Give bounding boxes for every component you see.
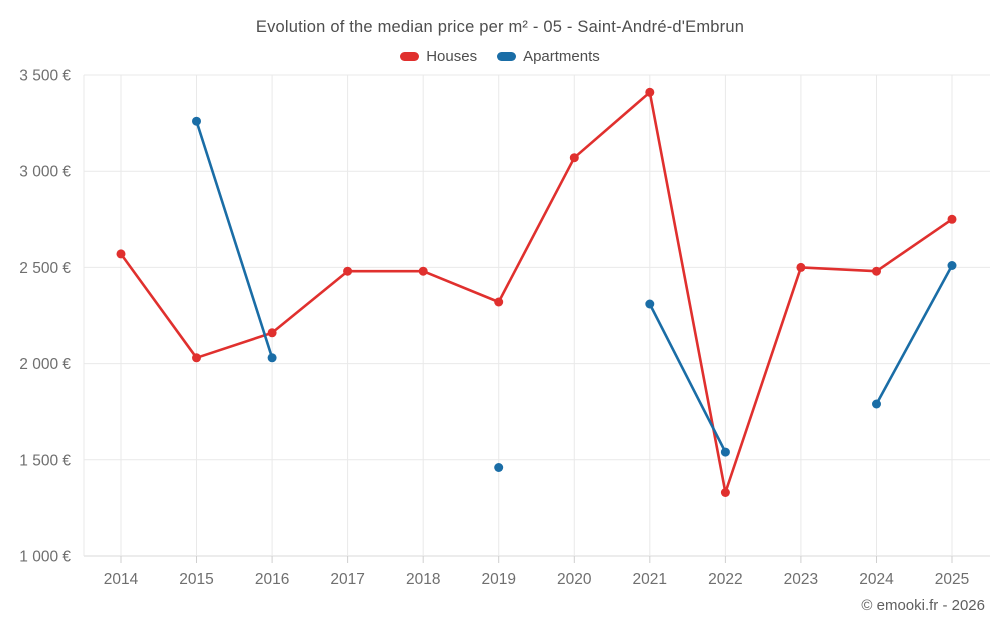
x-axis-label: 2025 bbox=[935, 571, 969, 588]
point-houses-2017[interactable] bbox=[343, 266, 353, 276]
x-axis-label: 2016 bbox=[255, 571, 289, 588]
x-axis-label: 2021 bbox=[633, 571, 667, 588]
y-axis-label: 2 500 € bbox=[19, 260, 71, 277]
y-axis-label: 3 500 € bbox=[19, 68, 71, 85]
series-line-houses[interactable] bbox=[119, 91, 954, 494]
point-apartments-2025[interactable] bbox=[947, 261, 957, 270]
x-axis-label: 2023 bbox=[784, 571, 818, 588]
point-houses-2014[interactable] bbox=[116, 249, 126, 259]
x-axis-label: 2015 bbox=[179, 571, 213, 588]
point-houses-2018[interactable] bbox=[418, 266, 428, 276]
legend-swatch-apartments bbox=[497, 52, 517, 61]
point-houses-2016[interactable] bbox=[267, 328, 277, 338]
legend-item-label: Houses bbox=[426, 48, 478, 65]
x-axis-label: 2017 bbox=[330, 571, 364, 588]
point-houses-2024[interactable] bbox=[872, 266, 881, 276]
point-houses-2019[interactable] bbox=[494, 297, 504, 307]
x-axis-label: 2014 bbox=[104, 571, 139, 588]
x-axis-label: 2020 bbox=[557, 571, 592, 588]
point-houses-2025[interactable] bbox=[947, 214, 957, 224]
point-houses-2020[interactable] bbox=[569, 153, 579, 163]
x-axis-label: 2019 bbox=[481, 571, 515, 588]
y-axis-label: 1 500 € bbox=[19, 452, 71, 469]
x-axis-label: 2022 bbox=[708, 571, 742, 588]
point-houses-2023[interactable] bbox=[796, 262, 806, 272]
y-axis-label: 1 000 € bbox=[19, 549, 71, 566]
chart-title: Evolution of the median price per m² - 0… bbox=[255, 18, 745, 36]
legend-item-apartments[interactable]: Apartments bbox=[497, 48, 600, 65]
series-line-apartments[interactable] bbox=[195, 119, 954, 454]
legend-item-houses[interactable]: Houses bbox=[400, 48, 477, 65]
point-apartments-2021[interactable] bbox=[645, 299, 655, 309]
point-houses-2015[interactable] bbox=[192, 353, 201, 363]
legend-item-label: Apartments bbox=[523, 48, 600, 65]
x-axis-label: 2018 bbox=[406, 571, 440, 588]
point-houses-2022[interactable] bbox=[720, 488, 730, 497]
point-apartments-2019[interactable] bbox=[494, 463, 504, 472]
credit-text: © emooki.fr - 2026 bbox=[861, 597, 985, 614]
point-houses-2021[interactable] bbox=[645, 87, 655, 97]
point-apartments-2022[interactable] bbox=[720, 447, 730, 457]
point-apartments-2024[interactable] bbox=[872, 399, 881, 409]
y-axis-label: 3 000 € bbox=[19, 164, 71, 181]
point-apartments-2015[interactable] bbox=[192, 116, 201, 126]
x-axis-label: 2024 bbox=[859, 571, 894, 588]
point-apartments-2016[interactable] bbox=[267, 353, 277, 363]
legend-swatch-houses bbox=[400, 52, 420, 61]
y-axis-label: 2 000 € bbox=[19, 356, 71, 373]
legend: Houses Apartments bbox=[0, 48, 1000, 65]
